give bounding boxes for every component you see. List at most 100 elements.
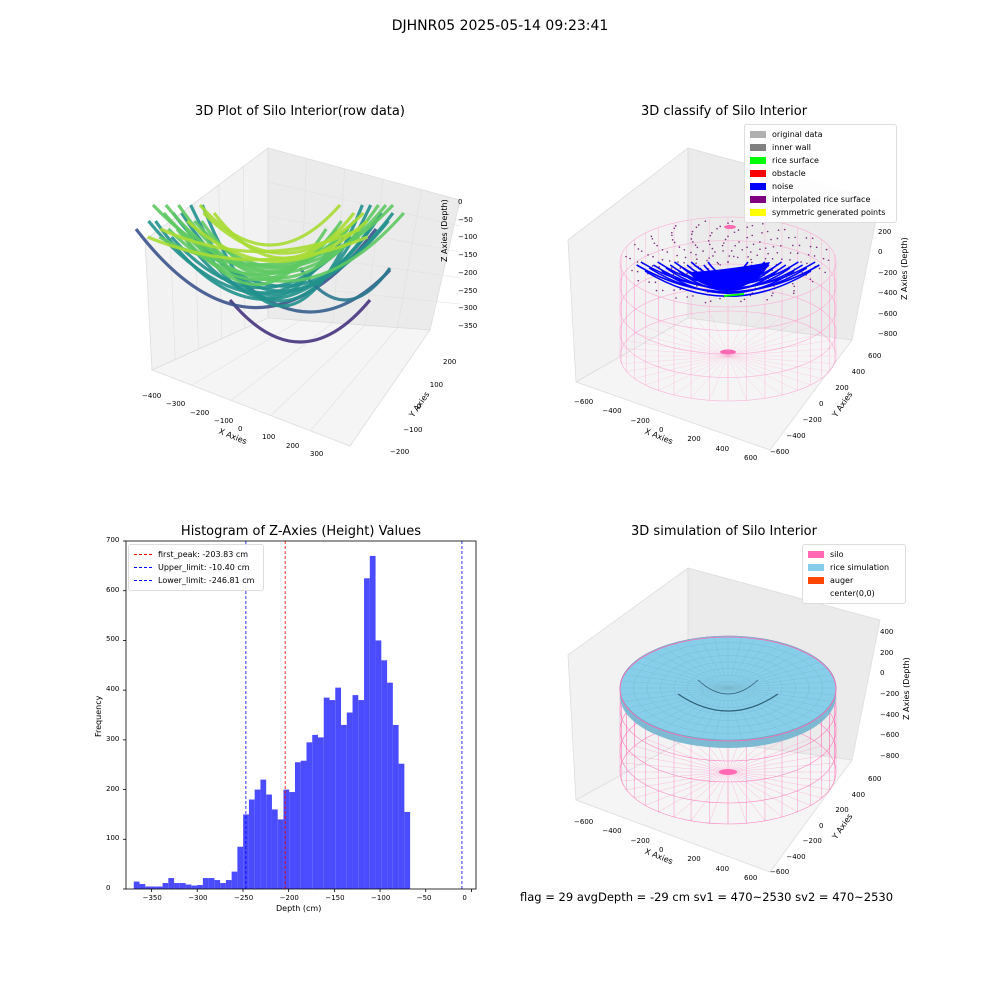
panel1-title: 3D Plot of Silo Interior(row data): [195, 104, 405, 119]
panel1-ztick: −150: [458, 251, 478, 260]
panel2-interp-point: [787, 236, 790, 239]
panel2-interp-point: [807, 254, 810, 256]
panel2-legend-label: inner wall: [772, 143, 812, 152]
panel4-floor-spoke: [634, 771, 729, 799]
panel2-interp-point: [740, 300, 742, 303]
panel1-xtick: 200: [286, 441, 300, 450]
histogram-bar: [260, 779, 267, 889]
panel2-interp-point: [674, 225, 677, 227]
panel2-interp-point: [728, 255, 731, 257]
histogram-ytick-label: 700: [106, 536, 120, 544]
histogram-bar: [392, 724, 399, 889]
panel1-scan-arc: [202, 211, 365, 255]
panel2-ytick: −600: [770, 448, 790, 456]
panel2-interp-point: [702, 250, 704, 252]
histogram-ytick-label: 400: [106, 685, 120, 694]
panel4-mesh-spoke: [662, 646, 729, 689]
panel2-interp-point: [800, 261, 802, 263]
panel2-interp-point: [746, 226, 749, 228]
histogram-bar: [214, 880, 221, 889]
panel2-interp-point: [686, 296, 689, 298]
panel4-mesh-spoke: [642, 656, 729, 689]
panel2-interp-point: [794, 236, 796, 239]
panel2-interp-point: [733, 231, 736, 234]
panel2-interp-point: [695, 262, 697, 264]
panel2-interp-point: [634, 243, 636, 246]
panel2-legend-swatch: [750, 183, 766, 190]
histogram-bar: [369, 555, 376, 889]
histogram-legend-label: Lower_limit: -246.81 cm: [158, 576, 255, 585]
panel1-ztick: −100: [458, 233, 478, 242]
panel2-interp-point: [707, 239, 710, 242]
histogram-bar: [266, 794, 272, 889]
panel4-legend-label: silo: [830, 550, 844, 559]
panel4-mesh-spoke: [673, 687, 729, 734]
panel4-mesh-spoke: [699, 687, 729, 739]
panel4-xtick: 200: [687, 855, 701, 864]
panel2-legend-label: obstacle: [772, 169, 806, 178]
panel4-mesh-spoke: [727, 637, 757, 689]
panel2-interp-point: [636, 261, 639, 263]
panel2-interp-point: [822, 257, 825, 260]
panel1-scan-arc: [186, 219, 369, 263]
panel4-ytick: 0: [819, 821, 824, 830]
panel4-mesh-spoke: [673, 642, 729, 689]
panel4-floor-center: [719, 769, 737, 775]
panel2-interp-point: [793, 290, 795, 292]
histogram-legend: first_peak: -203.83 cm Upper_limit: -10.4…: [128, 544, 264, 591]
panel2-interp-point: [811, 280, 814, 283]
panel4-floor-spoke: [645, 771, 729, 806]
panel2-interp-point: [695, 258, 698, 261]
histogram-bar: [139, 884, 146, 889]
panel2-interp-point: [673, 241, 676, 244]
panel2-interp-point: [815, 246, 818, 249]
panel4-floor-spoke: [727, 771, 798, 813]
panel4-mesh-spoke: [628, 667, 729, 689]
histogram-title: Histogram of Z-Axies (Height) Values: [180, 524, 422, 539]
panel2-xtick: −200: [630, 416, 650, 425]
panel4-mesh-spoke: [713, 687, 729, 740]
panel4-mesh-spoke: [727, 687, 770, 737]
figure-suptitle: DJHNR05 2025-05-14 09:23:41: [391, 18, 609, 34]
panel4-floor-spoke: [673, 771, 729, 818]
panel2-interp-point: [658, 266, 660, 268]
panel2-interp-point: [651, 237, 654, 240]
panel2-interp-point: [625, 255, 627, 258]
panel4-ztick: −200: [880, 690, 900, 698]
panel2-interp-point: [683, 261, 685, 264]
panel2-interp-point: [780, 244, 782, 247]
histogram-bar: [329, 700, 336, 889]
histogram-bar: [283, 789, 290, 889]
panel4-mesh-spoke: [620, 681, 729, 689]
panel2-floor-spoke: [645, 355, 729, 386]
panel2-interp-point: [809, 245, 812, 248]
panel2-interp-point: [761, 232, 763, 234]
histogram-bar: [248, 799, 255, 889]
panel2-interp-point: [781, 258, 783, 260]
histogram-bar: [271, 809, 278, 889]
panel4-mesh-spoke: [662, 687, 729, 730]
panel4-xtick: 400: [715, 864, 730, 873]
panel1-gridline: [191, 320, 301, 386]
panel2-interp-point: [677, 261, 679, 263]
panel1-ztick: 0: [458, 198, 463, 206]
panel2-interp-point: [727, 222, 729, 224]
panel1-xtick: 0: [238, 425, 243, 434]
panel4-mesh-spoke: [623, 674, 729, 689]
panel2-interp-point: [678, 246, 681, 248]
panel1-scan-arc: [198, 203, 342, 247]
status-footer: flag = 29 avgDepth = -29 cm sv1 = 470~25…: [520, 890, 894, 904]
panel4-ytick: −600: [770, 868, 790, 876]
panel2-interp-point: [805, 237, 808, 239]
panel4-ztick: 200: [880, 648, 894, 657]
panel2-floor-spoke: [727, 316, 783, 357]
histogram-bar: [306, 742, 313, 889]
panel2-interp-point: [721, 244, 724, 247]
panel2-ytick: 0: [819, 400, 824, 408]
panel2-floor-spoke: [690, 313, 729, 357]
histogram-bar: [312, 734, 318, 889]
panel2-interp-point: [746, 236, 749, 239]
panel2-interp-point: [704, 220, 707, 223]
